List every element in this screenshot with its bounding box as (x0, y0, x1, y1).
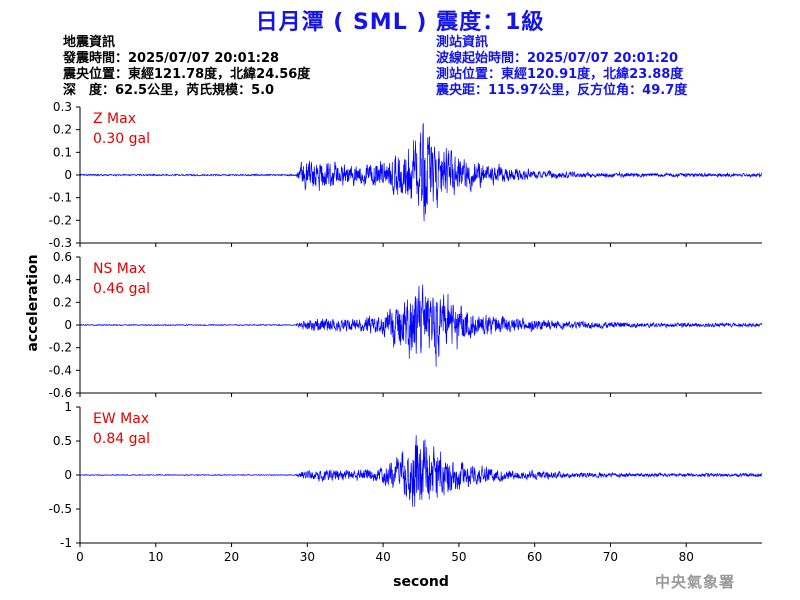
x-tick-label: 10 (148, 550, 163, 564)
page-title: 日月潭 ( SML ) 震度：1級 (255, 10, 545, 35)
earthquake-info: 地震資訊 發震時間：2025/07/07 20:01:28 震央位置：東經121… (63, 35, 310, 99)
y-tick-label: 0.4 (53, 273, 72, 287)
y-tick-label: 0 (64, 468, 72, 482)
x-tick-label: 50 (451, 550, 466, 564)
waveform-ew (80, 435, 763, 507)
y-tick-label: -0.6 (49, 386, 72, 400)
x-tick-label: 80 (679, 550, 694, 564)
y-tick-label: 0.2 (53, 295, 72, 309)
x-tick-label: 40 (375, 550, 390, 564)
y-tick-label: 1 (64, 400, 72, 414)
x-tick-label: 60 (527, 550, 542, 564)
epicentral-distance: 震央距：115.97公里，反方位角：49.7度 (436, 83, 688, 98)
y-tick-label: 0 (64, 168, 72, 182)
station-info-heading: 測站資訊 (436, 35, 489, 50)
y-tick-label: 0.1 (53, 145, 72, 159)
waveform-ns (79, 284, 763, 367)
y-tick-label: -0.4 (49, 363, 72, 377)
epicenter-location: 震央位置：東經121.78度，北緯24.56度 (63, 67, 311, 82)
max-value-ew: 0.84 gal (93, 431, 150, 447)
y-tick-label: 0.6 (53, 250, 72, 264)
x-tick-label: 0 (76, 550, 84, 564)
max-value-ns: 0.46 gal (93, 281, 150, 297)
x-tick-label: 70 (603, 550, 618, 564)
y-tick-label: 0.5 (53, 434, 72, 448)
origin-time: 發震時間：2025/07/07 20:01:28 (63, 51, 280, 66)
y-tick-label: -1 (60, 536, 72, 550)
y-axis-label: acceleration (25, 254, 41, 351)
x-tick-label: 30 (300, 550, 315, 564)
waveform-z (80, 123, 763, 222)
station-info: 測站資訊 波線起始時間：2025/07/07 20:01:20 測站位置：東經1… (436, 35, 687, 99)
y-tick-label: 0 (64, 318, 72, 332)
max-label-ew: EW Max (93, 411, 149, 427)
earthquake-info-heading: 地震資訊 (63, 35, 116, 50)
y-tick-label: -0.3 (49, 236, 72, 250)
max-label-ns: NS Max (93, 261, 146, 277)
max-value-z: 0.30 gal (93, 131, 150, 147)
wave-start-time: 波線起始時間：2025/07/07 20:01:20 (436, 51, 679, 66)
y-tick-label: -0.2 (49, 213, 72, 227)
y-tick-label: 0.3 (53, 100, 72, 114)
y-tick-label: 0.2 (53, 123, 72, 137)
station-location: 測站位置：東經120.91度，北緯23.88度 (436, 67, 684, 82)
y-tick-label: -0.2 (49, 341, 72, 355)
agency-watermark: 中央氣象署 (655, 573, 736, 591)
y-tick-label: -0.5 (49, 502, 72, 516)
y-tick-label: -0.1 (49, 191, 72, 205)
max-label-z: Z Max (93, 111, 136, 127)
x-axis-label: second (393, 574, 449, 590)
x-tick-label: 20 (224, 550, 239, 564)
depth-magnitude: 深 度：62.5公里，芮氏規模：5.0 (63, 83, 275, 98)
